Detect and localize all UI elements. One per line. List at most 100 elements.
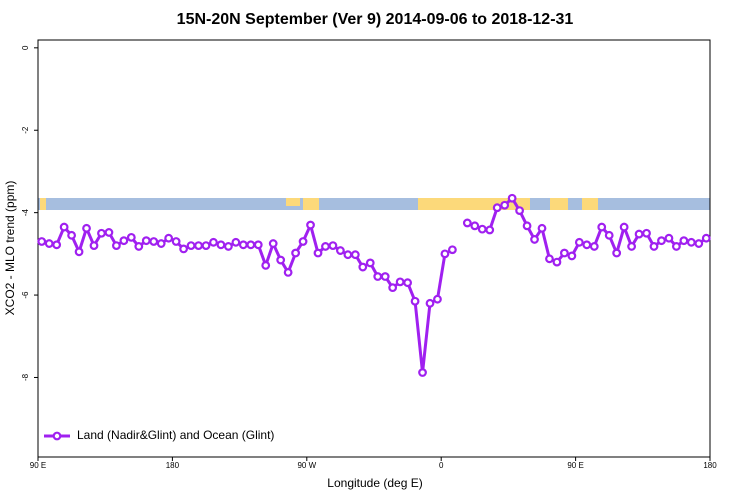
data-point — [612, 248, 622, 258]
y-tick-label: -8 — [21, 373, 30, 381]
data-point — [657, 236, 666, 246]
x-tick-label: 180 — [703, 461, 717, 470]
data-point — [186, 241, 196, 251]
data-point — [589, 242, 599, 251]
data-point — [313, 248, 323, 258]
data-point — [216, 240, 226, 250]
data-point — [619, 222, 629, 232]
data-point — [388, 283, 398, 293]
data-point — [276, 255, 286, 265]
data-point — [343, 250, 353, 260]
data-point — [253, 240, 263, 250]
data-point — [380, 272, 390, 281]
data-point — [89, 241, 99, 251]
data-point — [194, 241, 203, 251]
data-point — [701, 233, 711, 243]
data-point — [649, 242, 659, 251]
data-point — [672, 242, 681, 251]
land-patch — [286, 198, 300, 206]
land-patch — [550, 198, 568, 210]
data-point — [418, 368, 427, 377]
data-point — [604, 230, 614, 240]
data-point — [156, 239, 166, 248]
data-point — [395, 277, 405, 287]
data-point — [500, 200, 510, 210]
data-point — [283, 267, 293, 277]
data-point — [567, 251, 577, 261]
legend-label: Land (Nadir&Glint) and Ocean (Glint) — [77, 428, 274, 442]
data-point — [530, 235, 539, 244]
land-patch — [303, 198, 319, 210]
y-tick-label: 0 — [21, 45, 30, 50]
data-point — [52, 240, 62, 250]
plot-frame — [37, 39, 711, 458]
data-point — [694, 239, 704, 248]
data-point — [365, 258, 375, 268]
y-tick-label: -4 — [21, 209, 30, 217]
land-patch — [582, 198, 598, 210]
x-tick-label: 0 — [439, 461, 444, 470]
data-point — [350, 250, 360, 260]
data-point — [261, 260, 271, 270]
data-point — [560, 248, 569, 258]
data-point — [111, 241, 121, 251]
data-point — [82, 223, 91, 233]
data-point — [44, 239, 54, 248]
data-point — [485, 225, 495, 235]
y-tick-label: -2 — [21, 126, 30, 134]
data-point — [171, 237, 181, 246]
data-point — [552, 257, 562, 267]
data-point — [336, 246, 345, 255]
x-axis-label: Longitude (deg E) — [327, 476, 422, 490]
data-point — [291, 248, 301, 258]
data-point — [231, 237, 241, 247]
data-point — [634, 229, 644, 239]
data-point — [582, 240, 592, 250]
legend-marker — [52, 431, 62, 441]
data-point — [492, 203, 502, 213]
data-point — [37, 237, 47, 246]
data-point — [462, 218, 472, 228]
data-point — [209, 237, 218, 247]
x-tick-label: 90 W — [297, 461, 316, 470]
data-point — [134, 242, 144, 251]
data-point — [403, 278, 413, 288]
data-point — [67, 230, 76, 240]
data-point — [321, 242, 330, 251]
land-patch — [40, 198, 46, 210]
data-point — [537, 223, 547, 233]
data-point — [627, 242, 636, 251]
data-point — [223, 242, 233, 251]
data-point — [642, 228, 651, 238]
series-line — [41, 195, 708, 373]
data-point — [410, 296, 420, 306]
data-point — [515, 206, 524, 215]
data-point — [545, 254, 554, 264]
data-point — [373, 272, 383, 281]
x-tick-label: 90 E — [567, 461, 583, 470]
data-point — [97, 228, 106, 238]
data-point — [141, 236, 151, 246]
chart-title: 15N-20N September (Ver 9) 2014-09-06 to … — [177, 11, 574, 28]
data-point — [149, 237, 159, 246]
data-point — [238, 240, 248, 250]
data-point — [179, 244, 189, 254]
data-point — [574, 237, 584, 247]
y-tick-label: -6 — [21, 291, 30, 299]
y-axis-label: XCO2 - MLO trend (ppm) — [3, 181, 17, 316]
data-point — [104, 228, 114, 237]
data-point — [298, 237, 308, 246]
data-point — [328, 241, 338, 251]
data-point — [477, 224, 487, 234]
data-point — [358, 262, 368, 272]
x-tick-label: 90 E — [30, 461, 46, 470]
data-point — [433, 294, 442, 304]
data-point — [164, 233, 174, 243]
data-point — [470, 221, 480, 231]
ocean-band — [38, 198, 710, 210]
data-point — [201, 241, 211, 251]
x-tick-label: 180 — [166, 461, 180, 470]
data-point — [448, 245, 457, 255]
data-point — [597, 222, 607, 232]
